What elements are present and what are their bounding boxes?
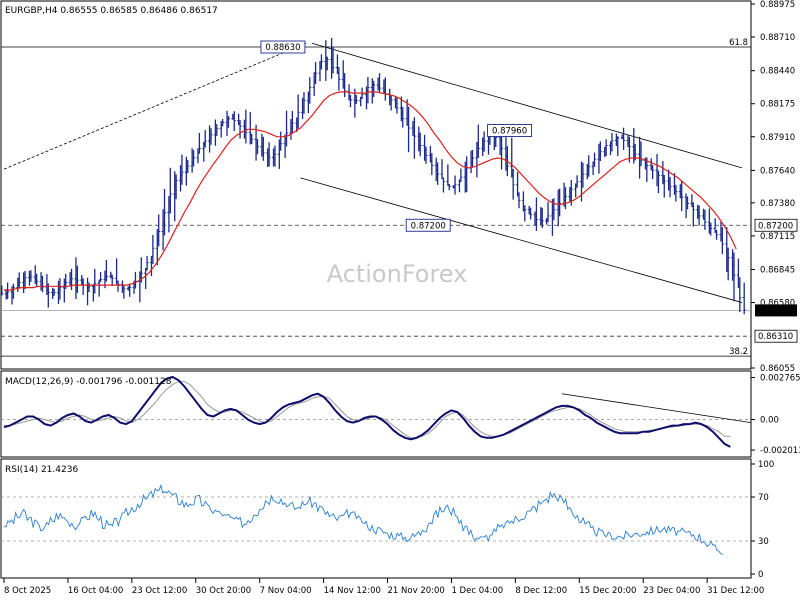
y-tick-label: 0.87910 <box>760 133 795 143</box>
x-tick-label: 16 Oct 04:00 <box>68 586 123 596</box>
moving-average-line <box>4 91 737 291</box>
channel-lower <box>300 177 743 303</box>
x-tick-label: 14 Nov 12:00 <box>324 586 381 596</box>
macd-trendline <box>561 393 752 423</box>
macd-title: MACD(12,26,9) -0.001796 -0.001128 <box>5 377 172 387</box>
dotted-trendline <box>3 42 307 170</box>
y-tick-label: 0.87115 <box>760 232 795 242</box>
rsi-panel-frame <box>0 458 752 579</box>
x-tick-label: 7 Nov 04:00 <box>260 586 312 596</box>
macd-panel: 0.002765 0.00 -0.002013 <box>1 374 800 456</box>
fib-label: 38.2 <box>729 347 748 357</box>
macd-y-tick-label: 0.002765 <box>760 374 800 384</box>
rsi-title: RSI(14) 21.4236 <box>5 465 78 475</box>
main-panel-frame <box>0 0 752 370</box>
chart-header: EURGBP,H4 0.86555 0.86585 0.86486 0.8651… <box>5 6 218 16</box>
level-box <box>754 218 798 232</box>
level-label: 0.86310 <box>758 332 793 342</box>
x-tick-label: 15 Dec 20:00 <box>579 586 636 596</box>
rsi-panel: 100 70 30 0 <box>1 460 774 580</box>
rsi-line <box>3 483 723 556</box>
macd-signal-line <box>4 381 731 439</box>
price-annotation-box <box>405 218 451 232</box>
y-tick-label: 0.86055 <box>760 364 795 374</box>
y-tick-label: 0.88975 <box>760 0 795 10</box>
x-tick-label: 8 Dec 12:00 <box>515 586 567 596</box>
y-tick-label: 0.88710 <box>760 33 795 43</box>
x-tick-label: 23 Oct 12:00 <box>132 586 187 596</box>
y-tick-label: 0.87380 <box>760 199 795 209</box>
rsi-y-tick-label: 30 <box>758 537 769 547</box>
y-tick-label: 0.88440 <box>760 67 795 77</box>
macd-line <box>3 375 731 448</box>
channel-upper <box>311 42 743 169</box>
last-price-label: 0.86517 <box>758 306 793 316</box>
main-panel: 0.88975 0.88710 0.88440 0.88175 0.87910 0.876… <box>0 0 798 374</box>
level-box <box>754 329 798 343</box>
x-tick-label: 21 Nov 20:00 <box>388 586 445 596</box>
y-tick-label: 0.86845 <box>760 266 795 276</box>
rsi-y-tick-label: 70 <box>758 493 769 503</box>
price-annotation-box <box>260 40 306 54</box>
y-tick-label: 0.87640 <box>760 166 795 176</box>
level-label: 0.87200 <box>758 221 793 231</box>
x-tick-label: 8 Oct 2025 <box>4 586 51 596</box>
x-axis: 8 Oct 2025 16 Oct 04:00 23 Oct 12:00 30 Oct… <box>3 578 764 596</box>
x-tick-label: 30 Oct 20:00 <box>196 586 251 596</box>
rsi-y-tick-label: 100 <box>758 460 774 470</box>
macd-y-tick-label: 0.00 <box>760 416 779 426</box>
y-tick-label: 0.88175 <box>760 100 795 110</box>
x-tick-label: 31 Dec 12:00 <box>707 586 764 596</box>
x-tick-label: 1 Dec 04:00 <box>451 586 503 596</box>
rsi-y-tick-label: 0 <box>758 570 763 580</box>
price-annotation-label: 0.87960 <box>492 127 527 137</box>
x-tick-label: 23 Dec 04:00 <box>643 586 700 596</box>
macd-panel-frame <box>0 370 752 458</box>
y-tick-label: 0.86580 <box>760 299 795 309</box>
price-annotation-label: 0.88630 <box>265 43 300 53</box>
macd-y-tick-label: -0.002013 <box>760 446 800 456</box>
watermark: ActionForex <box>327 260 468 288</box>
price-annotation-label: 0.87200 <box>411 221 446 231</box>
fib-label: 61.8 <box>729 38 748 48</box>
price-annotation-box <box>487 124 533 137</box>
last-price-box <box>755 304 797 317</box>
